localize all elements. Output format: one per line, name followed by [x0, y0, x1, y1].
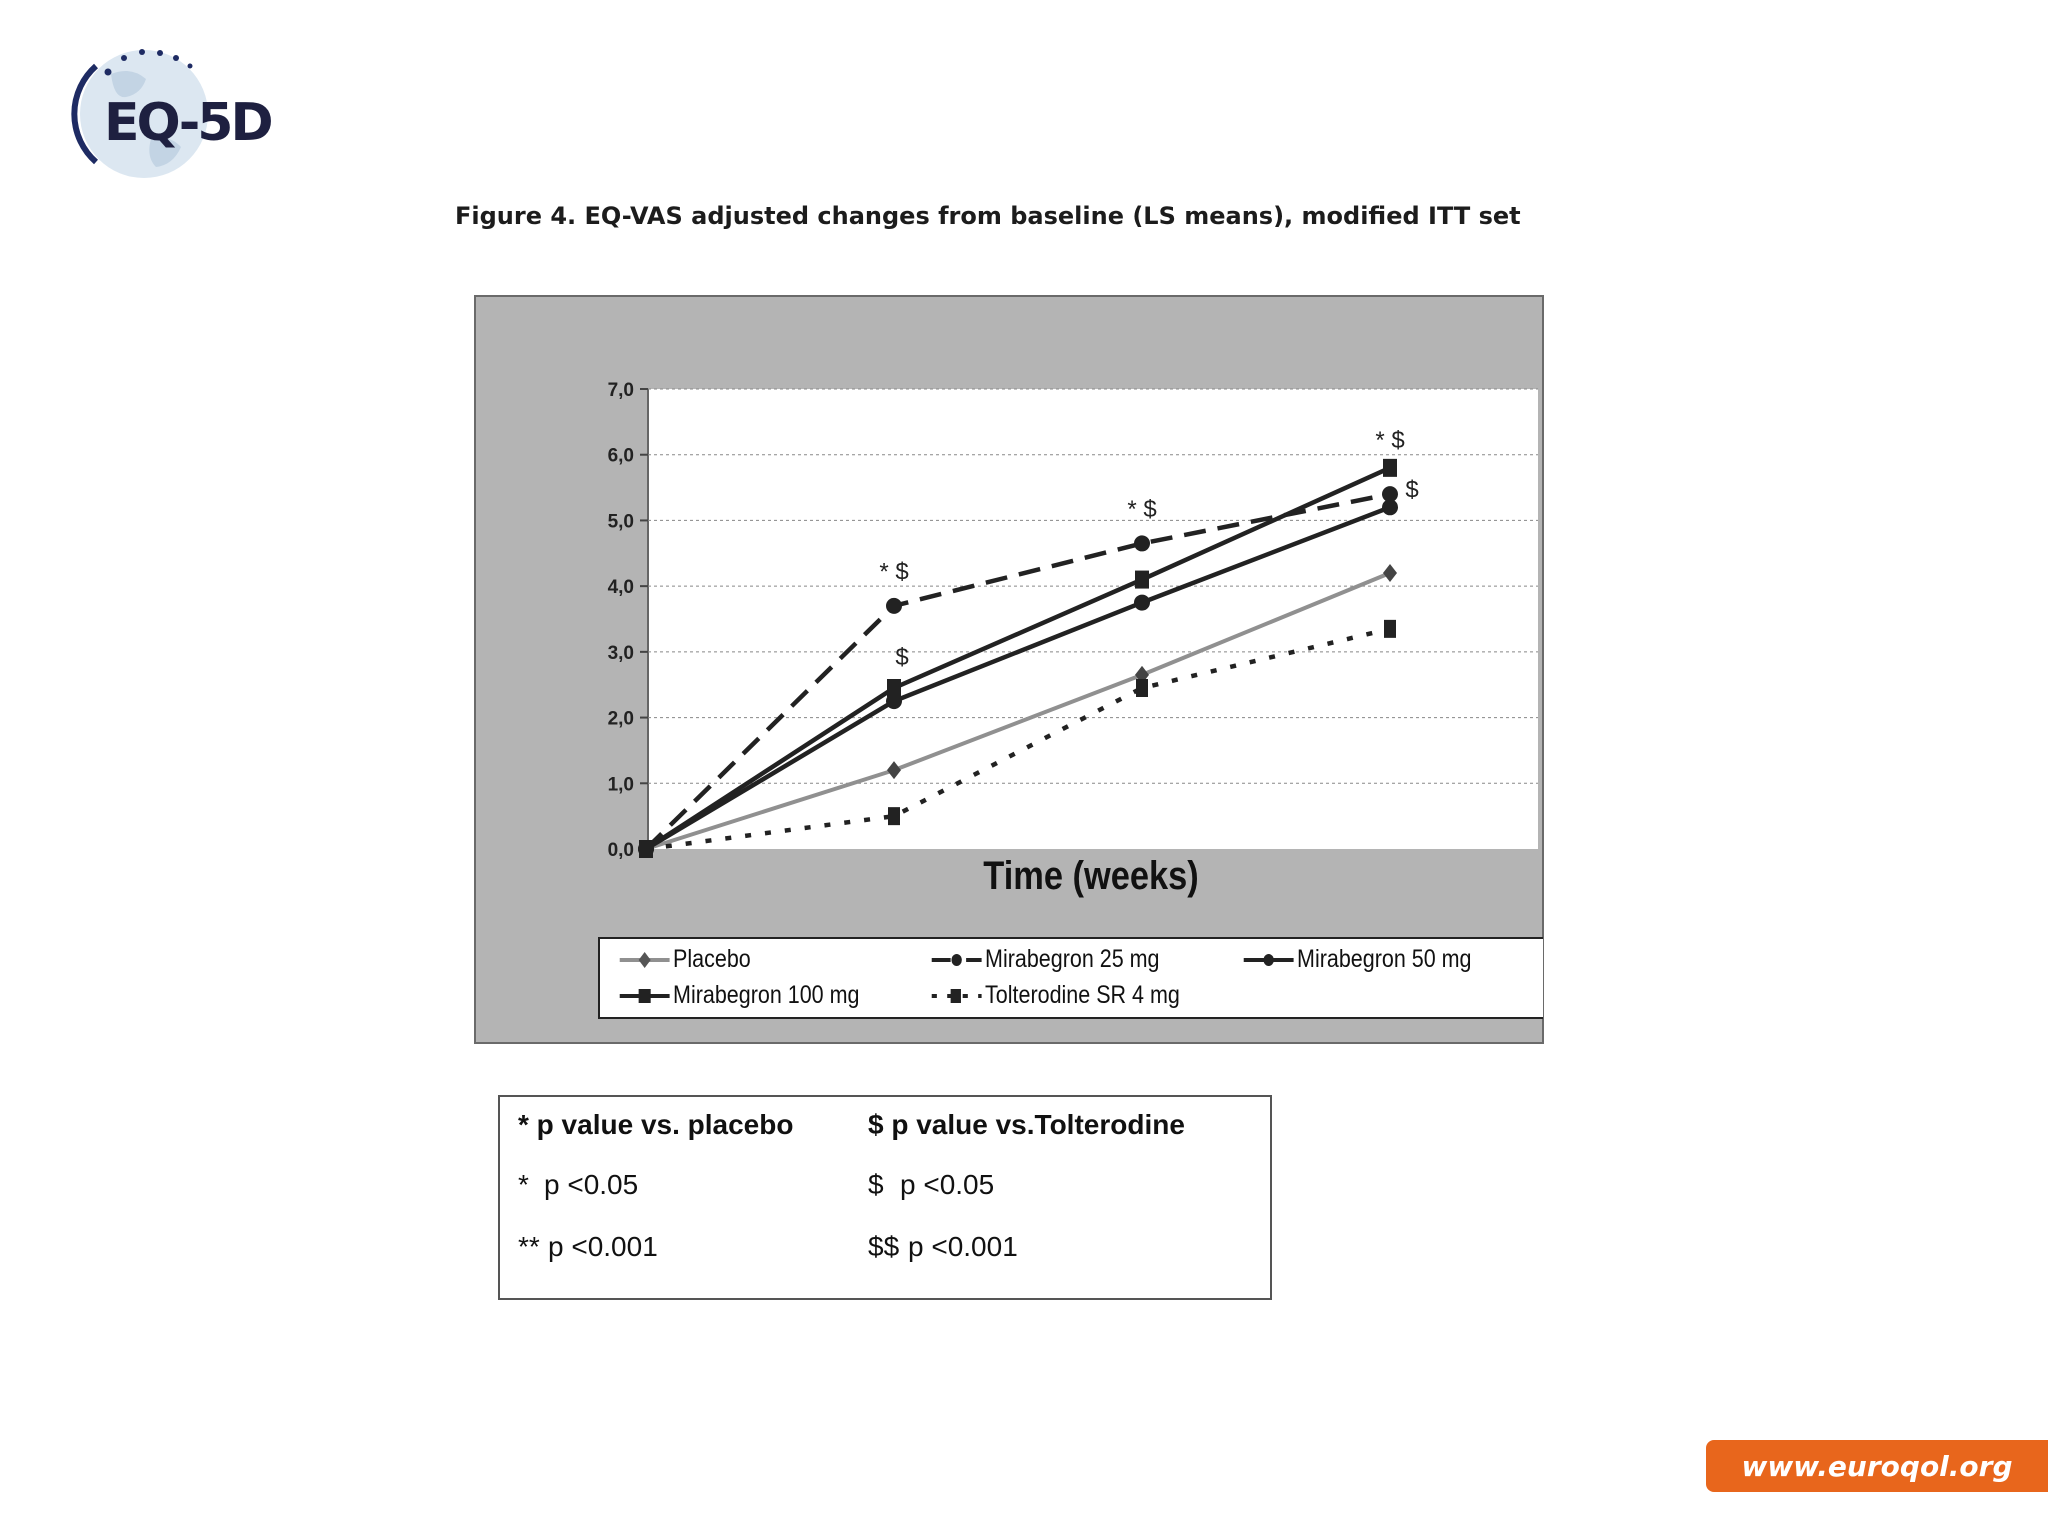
legend-label: Mirabegron 100 mg: [673, 981, 860, 1009]
sig-row-2-right-symbol: $$: [868, 1231, 900, 1262]
significance-annotation: * $: [1375, 427, 1404, 454]
sig-row-2-left-symbol: **: [518, 1231, 540, 1262]
series-line: [645, 626, 1391, 852]
data-point: [1382, 499, 1398, 516]
x-axis-label: Time (weeks): [983, 853, 1198, 898]
data-point: [640, 840, 652, 858]
legend-swatch-mirabegron-25: [931, 953, 982, 966]
y-tick-label: 5,0: [608, 511, 634, 532]
legend-swatch-mirabegron-50: [1243, 953, 1294, 966]
data-point: [1383, 564, 1397, 582]
plot-area: [648, 389, 1538, 849]
data-point: [887, 679, 901, 697]
data-point: [888, 807, 900, 826]
significance-annotation: $: [1405, 476, 1418, 503]
data-point: [1136, 679, 1148, 697]
chart-legend: Placebo Mirabegron 25 mg Mirabegron 50 m…: [598, 937, 1543, 1019]
line-chart: 0,01,02,03,04,05,06,07,0 * $$* $* $$ Tim…: [608, 380, 1538, 898]
series-line: [644, 465, 1391, 851]
series-line: [645, 571, 1391, 851]
y-tick-label: 2,0: [608, 709, 634, 730]
y-tick-label: 0,0: [608, 840, 634, 861]
eq5d-logo: EQ-5D: [56, 44, 296, 194]
data-point: [1384, 619, 1396, 638]
placebo-significance-header: * p value vs. placebo: [518, 1109, 794, 1140]
data-point: [1134, 535, 1150, 552]
website-link[interactable]: www.euroqol.org: [1706, 1440, 2048, 1492]
series-line: [644, 491, 1391, 851]
series-line: [644, 505, 1391, 851]
y-tick-label: 6,0: [608, 446, 634, 467]
legend-item-mirabegron-50: Mirabegron 50 mg: [1242, 945, 1472, 974]
legend-label: Mirabegron 25 mg: [985, 945, 1160, 973]
globe-icon: EQ-5D: [71, 49, 274, 178]
sig-row-1-left-value: p <0.05: [544, 1169, 639, 1200]
legend-item-mirabegron-25: Mirabegron 25 mg: [930, 945, 1160, 974]
sig-row-2-right-value: p <0.001: [908, 1231, 1018, 1262]
legend-item-tolterodine: Tolterodine SR 4 mg: [930, 981, 1180, 1010]
data-point: [1135, 570, 1149, 589]
legend-item-placebo: Placebo: [618, 945, 751, 974]
data-point: [886, 693, 902, 710]
legend-item-mirabegron-100: Mirabegron 100 mg: [618, 981, 859, 1010]
y-tick-label: 4,0: [608, 577, 634, 598]
significance-annotation: * $: [1127, 496, 1156, 523]
data-point: [1383, 458, 1397, 477]
sig-row-1-left-symbol: *: [518, 1169, 529, 1200]
y-tick-label: 7,0: [608, 380, 634, 401]
logo-text: EQ-5D: [104, 93, 271, 153]
y-tick-label: 1,0: [608, 774, 634, 795]
legend-swatch-placebo: [619, 951, 670, 968]
series-tolterodine-sr-4-mg: [640, 619, 1396, 858]
legend-swatch-mirabegron-100: [619, 988, 670, 1003]
data-point: [887, 761, 901, 780]
legend-swatch-tolterodine: [931, 988, 982, 1003]
significance-table: * p value vs. placebo $ p value vs.Tolte…: [498, 1095, 1272, 1300]
sig-row-1-right-value: p <0.05: [900, 1169, 995, 1200]
data-point: [1134, 594, 1150, 611]
significance-annotation: $: [895, 644, 908, 671]
sig-row-1-right-symbol: $: [868, 1169, 884, 1200]
figure-title: Figure 4. EQ-VAS adjusted changes from b…: [455, 202, 1521, 230]
data-point: [886, 597, 902, 614]
significance-annotation: * $: [879, 559, 908, 586]
legend-label: Placebo: [673, 945, 751, 973]
y-tick-label: 3,0: [608, 643, 634, 664]
legend-label: Tolterodine SR 4 mg: [985, 981, 1180, 1009]
sig-row-2-left-value: p <0.001: [548, 1231, 658, 1262]
data-point: [1135, 665, 1149, 684]
data-point: [1382, 486, 1398, 503]
tolterodine-significance-header: $ p value vs.Tolterodine: [868, 1109, 1185, 1140]
chart-frame: 0,0 1,0 2,0 3,0 4,0 5,0 6,0 7,0 * $ $ * $ * $ $ Tim…: [474, 295, 1544, 1044]
legend-label: Mirabegron 50 mg: [1297, 945, 1472, 973]
